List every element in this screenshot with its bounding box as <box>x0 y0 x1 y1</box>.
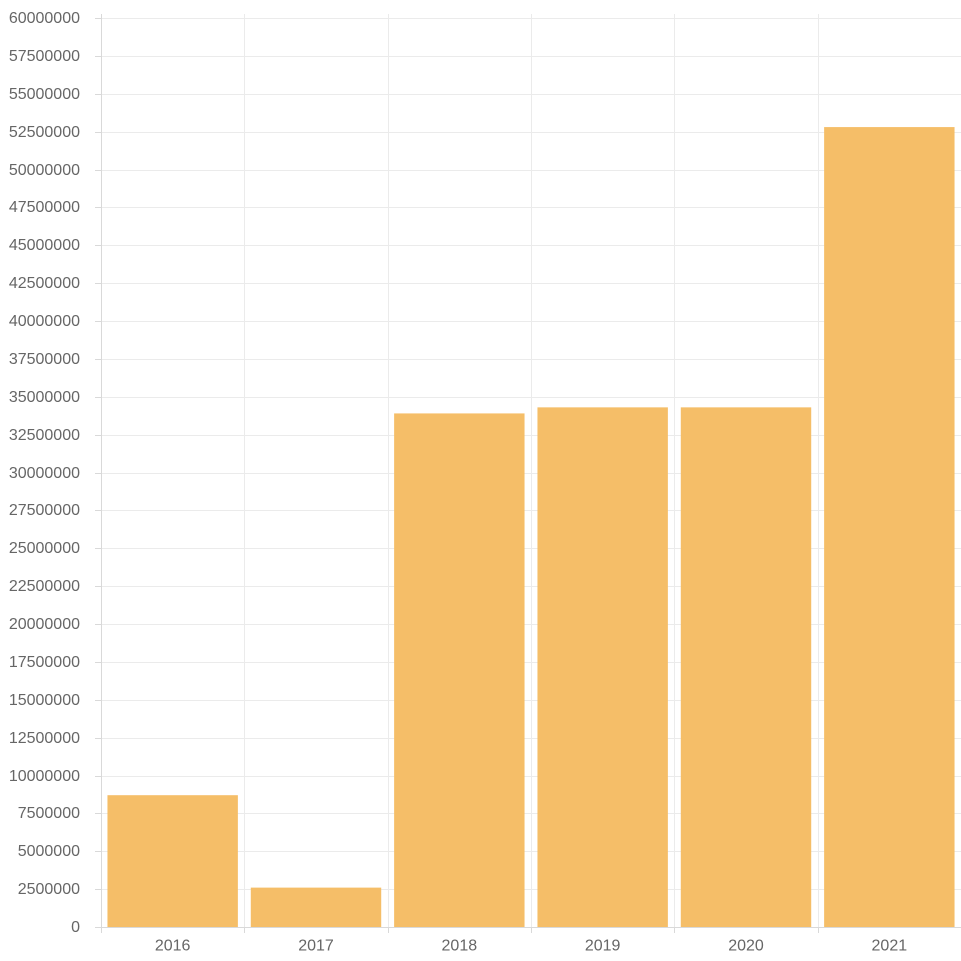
y-axis-tick-labels: 0 2500000 5000000 7500000 10000000 12500000 15… <box>9 10 80 936</box>
y-tick-label: 40000000 <box>9 313 80 330</box>
y-tick-label: 60000000 <box>9 10 80 27</box>
x-tick-label: 2017 <box>298 938 334 955</box>
y-tick-label: 15000000 <box>9 692 80 709</box>
y-tick-label: 45000000 <box>9 237 80 254</box>
y-tick-label: 22500000 <box>9 578 80 595</box>
y-tick-label: 0 <box>71 919 80 936</box>
y-tick-label: 5000000 <box>18 843 80 860</box>
bar-2018[interactable] <box>394 413 525 927</box>
x-tick-label: 2019 <box>585 938 621 955</box>
y-tick-label: 12500000 <box>9 730 80 747</box>
x-axis-tick-labels: 2016 2017 2018 2019 2020 2021 <box>155 938 907 955</box>
y-tick-label: 52500000 <box>9 124 80 141</box>
y-tick-label: 10000000 <box>9 768 80 785</box>
x-tick-label: 2016 <box>155 938 191 955</box>
y-tick-label: 30000000 <box>9 465 80 482</box>
bar-2016[interactable] <box>107 795 238 927</box>
y-tick-label: 20000000 <box>9 616 80 633</box>
y-tick-label: 47500000 <box>9 199 80 216</box>
y-tick-label: 37500000 <box>9 351 80 368</box>
y-tick-label: 42500000 <box>9 275 80 292</box>
y-tick-label: 55000000 <box>9 86 80 103</box>
y-tick-label: 25000000 <box>9 540 80 557</box>
y-tick-label: 17500000 <box>9 654 80 671</box>
y-tick-label: 2500000 <box>18 881 80 898</box>
y-tick-label: 57500000 <box>9 48 80 65</box>
y-tick-label: 7500000 <box>18 805 80 822</box>
y-tick-label: 50000000 <box>9 162 80 179</box>
gridlines <box>101 14 961 927</box>
bar-2019[interactable] <box>537 407 668 928</box>
x-tick-label: 2020 <box>728 938 764 955</box>
y-tick-label: 35000000 <box>9 389 80 406</box>
bar-2021[interactable] <box>824 127 955 927</box>
bar-2017[interactable] <box>250 887 382 927</box>
axes <box>95 14 961 933</box>
y-tick-label: 27500000 <box>9 502 80 519</box>
bars <box>107 127 955 928</box>
y-tick-label: 32500000 <box>9 427 80 444</box>
x-tick-label: 2018 <box>442 938 478 955</box>
bar-2020[interactable] <box>680 407 812 928</box>
x-tick-label: 2021 <box>872 938 908 955</box>
